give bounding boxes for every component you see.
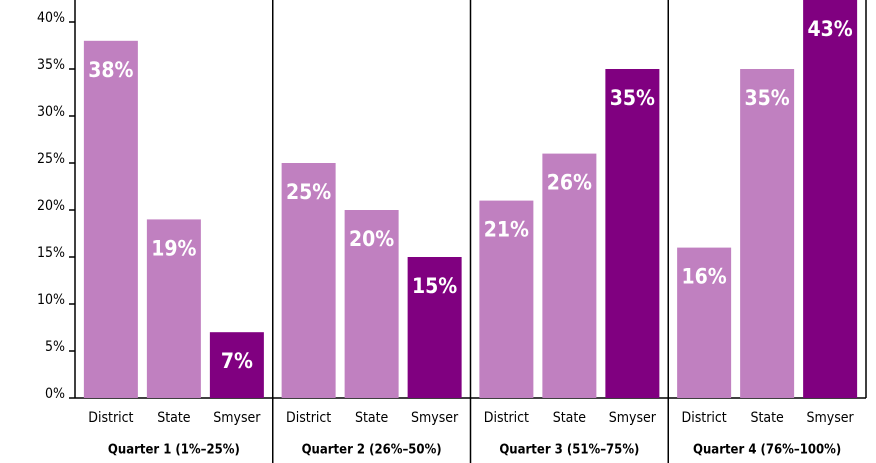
series-label: District xyxy=(286,410,331,426)
group-label: Quarter 3 (51%–75%) xyxy=(499,443,639,458)
y-tick-label: 25% xyxy=(37,151,65,167)
bar xyxy=(407,257,462,398)
bar xyxy=(209,332,264,398)
bar xyxy=(542,153,597,398)
bar xyxy=(479,200,534,398)
value-label: 15% xyxy=(412,274,457,298)
series-label: State xyxy=(553,410,587,426)
value-label: 38% xyxy=(88,58,133,82)
bar xyxy=(344,210,399,398)
bar xyxy=(146,219,201,398)
series-label: State xyxy=(157,410,191,426)
value-label: 21% xyxy=(484,218,529,242)
bar xyxy=(677,247,732,398)
bar xyxy=(605,69,660,398)
value-label: 26% xyxy=(547,171,592,195)
y-tick-label: 40% xyxy=(37,10,65,26)
bar xyxy=(803,0,858,399)
y-tick-label: 15% xyxy=(37,245,65,261)
value-label: 43% xyxy=(808,17,853,41)
bar xyxy=(281,163,336,398)
y-tick-label: 0% xyxy=(45,386,65,402)
value-label: 25% xyxy=(286,180,331,204)
bar xyxy=(83,40,138,399)
series-label: District xyxy=(484,410,529,426)
series-label: Smyser xyxy=(807,410,855,426)
series-label: State xyxy=(355,410,389,426)
y-tick-label: 10% xyxy=(37,292,65,308)
y-tick-label: 20% xyxy=(37,198,65,214)
bar xyxy=(740,69,795,398)
y-tick-label: 5% xyxy=(45,339,65,355)
value-label: 20% xyxy=(349,227,394,251)
series-label: District xyxy=(682,410,727,426)
series-label: State xyxy=(750,410,784,426)
value-label: 35% xyxy=(610,86,655,110)
group-label: Quarter 2 (26%–50%) xyxy=(302,443,442,458)
series-label: District xyxy=(88,410,133,426)
y-tick-label: 35% xyxy=(37,57,65,73)
value-label: 16% xyxy=(682,265,727,289)
series-label: Smyser xyxy=(411,410,459,426)
y-tick-label: 30% xyxy=(37,104,65,120)
group-label: Quarter 4 (76%–100%) xyxy=(693,443,841,458)
value-label: 7% xyxy=(221,349,253,373)
value-label: 35% xyxy=(745,86,790,110)
series-label: Smyser xyxy=(609,410,657,426)
group-label: Quarter 1 (1%–25%) xyxy=(108,443,240,458)
series-label: Smyser xyxy=(213,410,261,426)
value-label: 19% xyxy=(151,236,196,260)
